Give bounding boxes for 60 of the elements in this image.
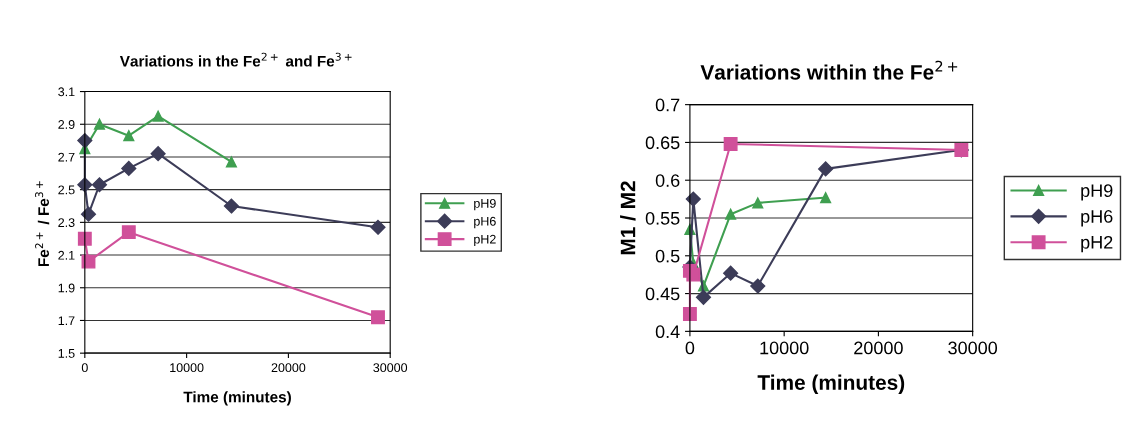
point — [77, 177, 93, 193]
x-tick-label: 10000 — [760, 341, 809, 355]
point — [77, 133, 93, 149]
point — [121, 225, 136, 240]
x-tick-label: 20000 — [271, 363, 306, 373]
point — [695, 289, 712, 305]
y-tick-label: 2.7 — [58, 152, 75, 162]
point — [80, 206, 97, 222]
y-tick-label: 0.7 — [655, 98, 680, 112]
point — [123, 130, 135, 142]
point — [77, 231, 92, 246]
y-tick-label: 2.3 — [58, 218, 75, 228]
y-tick-label: 1.9 — [58, 283, 75, 293]
point — [223, 198, 239, 214]
y-axis-title: M1 / M2 — [620, 181, 636, 255]
x-axis-title: Time (minutes) — [757, 374, 905, 394]
x-axis-title: Time (minutes) — [183, 391, 291, 406]
y-tick-label: 0.65 — [645, 136, 680, 150]
y-tick-label: 2.5 — [58, 185, 75, 195]
y-tick-label: 3.1 — [58, 87, 75, 97]
y-tick-label: 1.7 — [58, 316, 75, 325]
legend-label: pH9 — [474, 198, 496, 211]
y-tick-label: 0.55 — [645, 211, 680, 225]
y-tick-label: 0.5 — [655, 249, 680, 263]
y-axis-title: Fe$^{2+}$ / Fe$^{3+}$ — [35, 181, 50, 267]
y-tick-label: 0.45 — [645, 287, 680, 301]
chart-title: Variations in the Fe$^{2+}$ and Fe$^{3+}$ — [119, 52, 352, 67]
x-tick-label: 0 — [685, 341, 695, 355]
x-tick-label: 30000 — [948, 341, 998, 355]
x-tick-label: 30000 — [373, 363, 408, 373]
point — [152, 110, 164, 122]
point — [93, 118, 106, 130]
point — [818, 161, 834, 177]
x-tick-label: 0 — [81, 363, 88, 373]
legend-label: pH2 — [1081, 235, 1113, 253]
y-tick-label: 2.9 — [58, 120, 75, 129]
x-tick-label: 10000 — [170, 363, 204, 373]
x-tick-label: 20000 — [854, 341, 903, 355]
point — [225, 156, 237, 168]
legend-label: pH6 — [1081, 210, 1113, 227]
point — [150, 146, 166, 162]
y-tick-label: 0.6 — [655, 174, 680, 187]
point — [121, 160, 137, 176]
chart-title: Variations within the Fe$^{2+}$ — [700, 60, 958, 80]
point — [685, 191, 701, 207]
legend-label: pH2 — [474, 234, 496, 247]
point — [750, 278, 766, 294]
point — [725, 208, 737, 220]
point — [752, 197, 764, 209]
point — [820, 192, 832, 204]
legend-label: pH9 — [1081, 184, 1113, 201]
point — [371, 310, 385, 325]
point — [723, 265, 739, 281]
y-tick-label: 1.5 — [58, 349, 75, 358]
y-tick-label: 2.1 — [58, 250, 75, 260]
y-tick-label: 0.4 — [655, 325, 680, 339]
point — [91, 177, 108, 193]
legend-label: pH6 — [474, 216, 496, 229]
point — [370, 219, 386, 235]
point — [723, 136, 738, 151]
